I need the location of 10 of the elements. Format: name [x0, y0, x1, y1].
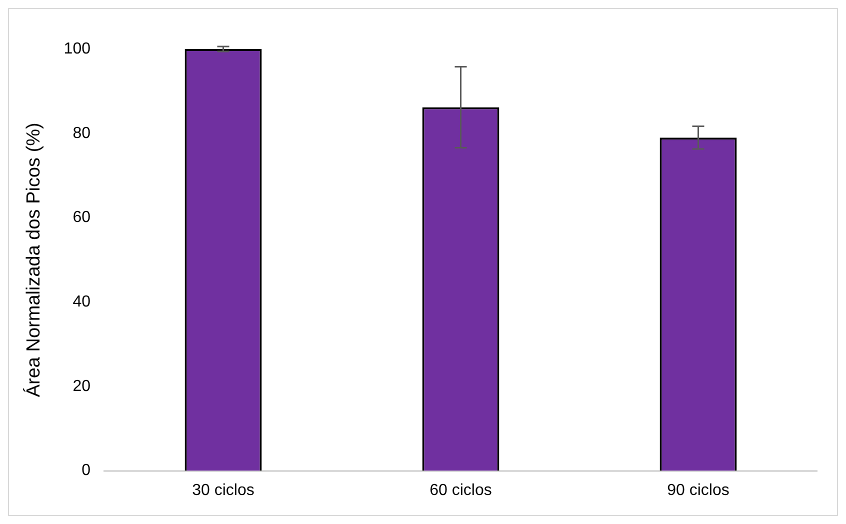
x-tick-label: 60 ciclos [430, 482, 492, 499]
y-tick-label: 60 [72, 209, 91, 226]
y-tick-label: 0 [82, 462, 91, 480]
y-tick-label: 20 [72, 378, 91, 395]
x-tick-label: 30 ciclos [192, 482, 254, 499]
y-tick-label: 100 [64, 40, 91, 58]
y-axis-title: Área Normalizada dos Picos (%) [22, 122, 45, 398]
x-tick-label: 90 ciclos [667, 482, 730, 499]
y-tick-label: 40 [72, 293, 91, 310]
y-tick-label: 80 [72, 124, 91, 142]
